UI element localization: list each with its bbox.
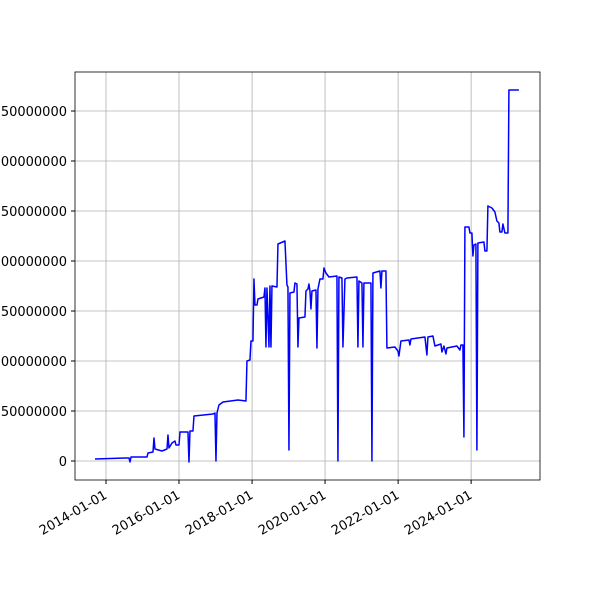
x-tick-label: 2020-01-01 bbox=[256, 488, 329, 539]
x-tick-label: 2016-01-01 bbox=[110, 488, 183, 539]
plot-frame bbox=[74, 71, 541, 481]
x-tick-label: 2024-01-01 bbox=[402, 488, 475, 539]
x-tick-label: 2022-01-01 bbox=[329, 488, 402, 539]
y-tick-label: 100000000 bbox=[0, 355, 67, 370]
data-line bbox=[94, 89, 519, 463]
x-tick-label: 2014-01-01 bbox=[37, 488, 110, 539]
y-tick-label: 150000000 bbox=[0, 305, 67, 320]
y-tick-label: 350000000 bbox=[0, 105, 67, 120]
y-tick-label: 200000000 bbox=[0, 255, 67, 270]
y-tick-label: 50000000 bbox=[1, 405, 67, 420]
y-tick-label: 250000000 bbox=[0, 205, 67, 220]
y-tick-label: 0 bbox=[59, 455, 67, 470]
x-tick-label: 2018-01-01 bbox=[183, 488, 256, 539]
y-tick-label: 300000000 bbox=[0, 155, 67, 170]
